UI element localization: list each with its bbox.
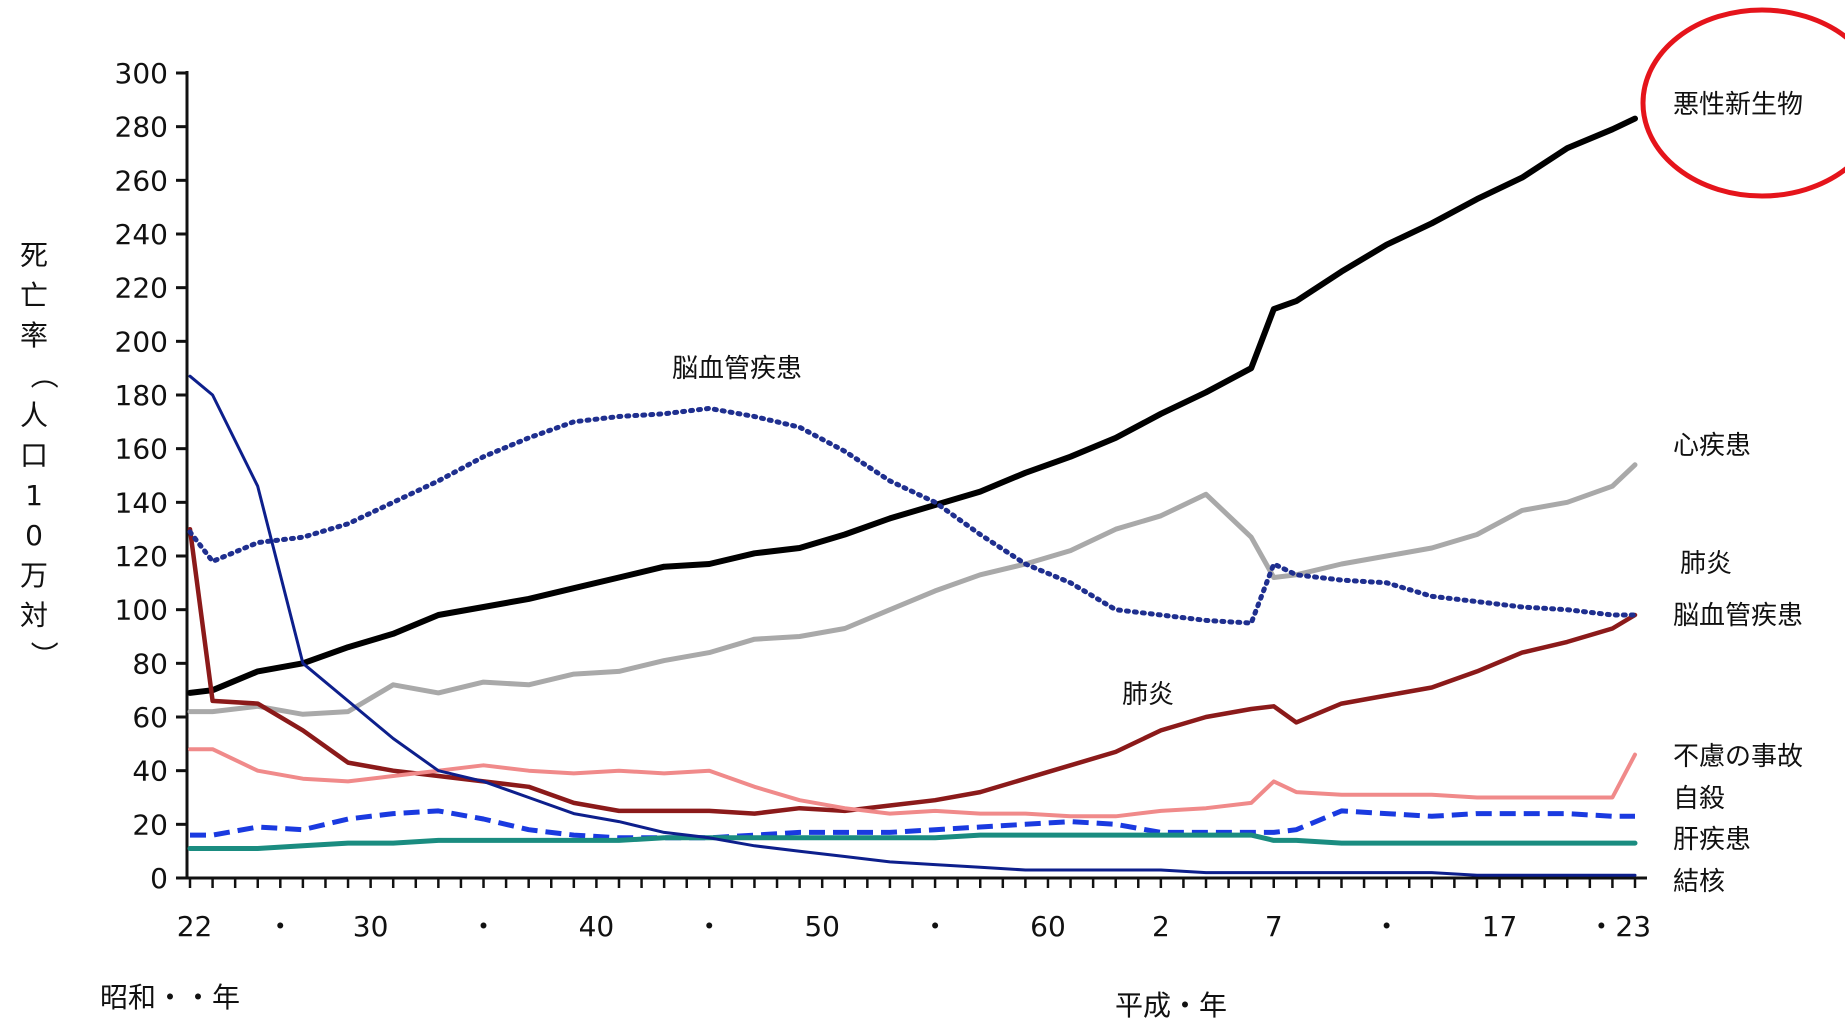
y-axis-title-char: 人	[20, 399, 48, 432]
right-label-肺炎: 肺炎	[1680, 549, 1732, 579]
series-line-肝疾患	[187, 832, 1638, 851]
y-tick-label: 220	[115, 272, 168, 305]
x-tick-label: ・	[1373, 910, 1401, 943]
y-tick-label: 100	[115, 594, 168, 627]
right-label-心疾患: 心疾患	[1673, 431, 1751, 461]
y-axis-title-char: （	[27, 361, 60, 389]
y-tick-label: 0	[150, 862, 168, 895]
series-line-悪性新生物	[187, 115, 1638, 696]
x-tick-label: 50	[804, 910, 840, 943]
y-tick-label: 160	[115, 433, 168, 466]
y-tick-label: 80	[132, 647, 168, 680]
x-tick-label: 22	[177, 910, 213, 943]
series-line-自殺	[190, 808, 1635, 841]
x-tick-label: 40	[579, 910, 615, 943]
y-tick-label: 180	[115, 379, 168, 412]
inline-label-肺炎: 肺炎	[1122, 680, 1174, 710]
y-axis-title-char: 1	[25, 479, 43, 512]
y-tick-label: 240	[115, 218, 168, 251]
y-axis-title-char: 対	[20, 599, 48, 632]
y-axis-title-char: 口	[20, 439, 48, 472]
series-line-心疾患	[187, 462, 1638, 717]
x-tick-label: ・	[266, 910, 294, 943]
right-label-不慮の事故: 不慮の事故	[1673, 742, 1803, 772]
y-axis-title-char: ）	[27, 641, 60, 669]
x-tick-label: 60	[1030, 910, 1066, 943]
x-tick-label: 7	[1265, 910, 1283, 943]
x-tick-label: 2	[1152, 910, 1170, 943]
y-tick-label: 40	[132, 755, 168, 788]
right-label-肝疾患: 肝疾患	[1673, 825, 1751, 855]
series-line-不慮の事故	[188, 747, 1637, 819]
y-tick-label: 120	[115, 540, 168, 573]
x-tick-label: 30	[353, 910, 389, 943]
era-label-heisei: 平成・年	[1115, 989, 1227, 1018]
y-tick-label: 140	[115, 486, 168, 519]
y-axis-title-char: 亡	[20, 279, 48, 312]
y-axis-title-char: 死	[20, 239, 48, 272]
series-line-脳血管疾患	[187, 405, 1638, 626]
right-label-脳血管疾患: 脳血管疾患	[1673, 601, 1803, 631]
series-line-肺炎	[187, 526, 1638, 816]
y-axis-title-char: 0	[25, 519, 43, 552]
right-label-悪性新生物: 悪性新生物	[1673, 90, 1803, 120]
series-line-結核	[188, 374, 1637, 877]
y-tick-label: 200	[115, 325, 168, 358]
y-tick-label: 20	[132, 808, 168, 841]
era-label-showa: 昭和・・年	[100, 981, 240, 1014]
highlight-circle	[1640, 7, 1845, 199]
y-tick-label: 60	[132, 701, 168, 734]
x-tick-label: ・23	[1587, 910, 1651, 943]
inline-label-脳血管疾患: 脳血管疾患	[672, 354, 802, 384]
y-tick-label: 280	[115, 111, 168, 144]
y-axis-title-char: 率	[20, 319, 48, 352]
right-label-自殺: 自殺	[1673, 784, 1725, 814]
y-tick-label: 260	[115, 164, 168, 197]
x-tick-label: 17	[1482, 910, 1518, 943]
y-axis-title-char: 万	[20, 559, 48, 592]
right-label-結核: 結核	[1673, 867, 1725, 897]
x-tick-label: ・	[921, 910, 949, 943]
x-tick-label: ・	[695, 910, 723, 943]
x-tick-label: ・	[470, 910, 498, 943]
y-tick-label: 300	[115, 57, 168, 90]
